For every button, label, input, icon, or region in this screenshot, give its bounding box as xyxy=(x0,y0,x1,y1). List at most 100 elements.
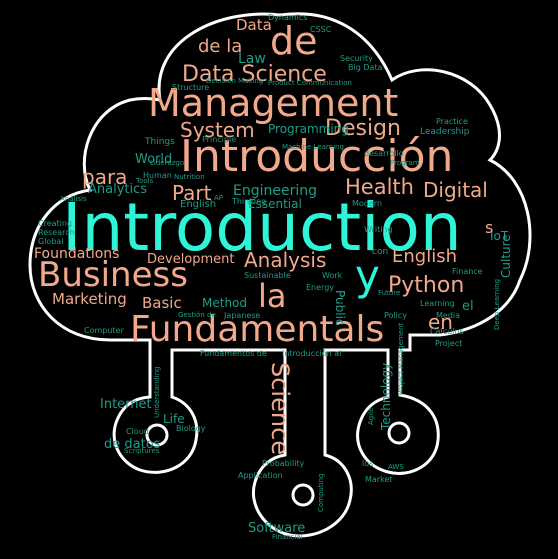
word-future: Future xyxy=(378,289,401,297)
word-deep-learning: Deep Learning xyxy=(493,278,501,330)
word-public: Public xyxy=(333,290,347,326)
word-big-data: Big Data xyxy=(348,63,383,72)
word-understanding: Understanding xyxy=(153,366,161,418)
word-internet: Internet xyxy=(100,397,152,412)
word-software: Software xyxy=(248,521,306,536)
word-introduccion-al: Introducción al xyxy=(282,349,342,358)
word-engineering: Engineering xyxy=(233,183,317,199)
word-health: Health xyxy=(345,175,414,199)
word-finance: Finance xyxy=(452,267,483,276)
word-digital: Digital xyxy=(423,178,488,202)
word-introduccion: Introducción xyxy=(180,131,454,182)
word-biology: Biology xyxy=(176,424,206,433)
word-part: Part xyxy=(172,181,212,205)
drop-hole-center xyxy=(291,483,315,507)
word-global: Global xyxy=(38,237,64,246)
word-python: Python xyxy=(388,273,465,298)
word-en: en xyxy=(428,310,453,334)
word-tools: Tools xyxy=(136,177,154,185)
word-science-vertical: Science xyxy=(266,362,294,456)
word-japanese: Japanese xyxy=(224,311,261,320)
word-writing: Writing xyxy=(364,225,393,234)
word-business: Business xyxy=(38,255,188,295)
word-technology: Technology xyxy=(379,362,393,430)
word-system: System xyxy=(180,118,255,142)
word-development: Development xyxy=(147,252,235,267)
word-nutrition: Nutrition xyxy=(174,173,205,181)
word-law: Law xyxy=(238,51,266,67)
word-method: Method xyxy=(202,296,248,310)
word-market: Market xyxy=(365,475,393,484)
word-product-communication: Product Communication xyxy=(268,79,352,87)
word-probability: Probability xyxy=(262,459,305,468)
word-basic: Basic xyxy=(142,294,182,312)
word-analisis: Análisis xyxy=(60,195,87,203)
word-ap: AP xyxy=(214,194,224,202)
word-policy: Policy xyxy=(384,311,408,320)
word-s: s xyxy=(485,218,494,237)
word-modern: Modern xyxy=(352,199,383,208)
word-fundamentos-de: Fundamentos de xyxy=(200,349,267,358)
word-energy: Energy xyxy=(306,283,335,292)
word-project: Project xyxy=(435,339,463,348)
word-decision-making: Decision Making xyxy=(206,77,264,85)
word-marketing: Marketing xyxy=(52,290,127,308)
word-cssc: CSSC xyxy=(310,25,332,34)
word-english-small: English xyxy=(180,199,217,210)
word-programming: Programming xyxy=(268,122,349,136)
drop-hole-right xyxy=(387,421,411,445)
word-human: Human xyxy=(143,171,172,180)
word-de-datos: de datos xyxy=(104,437,161,452)
word-things: Things xyxy=(145,137,175,147)
word-y: y xyxy=(355,251,380,300)
word-los: los xyxy=(362,459,374,468)
word-financial: Financial xyxy=(272,533,303,541)
word-security: Security xyxy=(340,54,373,63)
word-gestion-de: Gestión de xyxy=(178,311,216,319)
word-con: con xyxy=(372,247,389,257)
word-foundations: Foundations xyxy=(34,246,120,262)
word-media: Media xyxy=(436,311,461,320)
word-design: Design xyxy=(325,116,401,141)
word-cloud: Cloud xyxy=(126,427,149,436)
word-computing: Computing xyxy=(317,473,325,512)
word-liderazgo: Liderazgo xyxy=(150,159,185,167)
word-management: Management xyxy=(148,81,399,125)
word-life: Life xyxy=(163,412,185,426)
word-work: Work xyxy=(322,271,343,280)
word-computer: Computer xyxy=(84,326,124,335)
word-desarrollo: desarrollo xyxy=(364,149,404,158)
word-el: el xyxy=(462,299,474,314)
word-machine-learning: Machine Learning xyxy=(282,143,344,151)
word-principle: Principle xyxy=(202,135,237,144)
word-iot: IoT xyxy=(490,229,509,243)
word-sustainable: Sustainable xyxy=(244,271,291,280)
word-application: Application xyxy=(238,471,283,480)
word-english: English xyxy=(392,246,457,267)
word-data-science: Data Science xyxy=(182,62,327,87)
word-learning: Learning xyxy=(420,299,455,308)
word-structure: Structure xyxy=(172,83,210,92)
word-analysis: Analysis xyxy=(244,248,327,272)
word-data: Data xyxy=(236,16,272,34)
word-fundamentals: Fundamentals xyxy=(130,309,385,350)
word-agile: Agile xyxy=(367,407,375,425)
word-world: World xyxy=(135,152,173,167)
cloud-shape xyxy=(28,12,532,538)
word-program: Program xyxy=(390,159,420,167)
word-creating: Creating xyxy=(38,219,73,228)
word-para: para xyxy=(82,165,128,189)
word-leadership: Leadership xyxy=(420,127,470,137)
word-aws: AWS xyxy=(388,463,404,471)
word-essential: Essential xyxy=(248,197,302,211)
word-research: Research xyxy=(38,228,75,237)
word-de: de xyxy=(270,19,318,63)
word-scriptures: Scriptures xyxy=(124,447,160,455)
word-dynamics: Dynamics xyxy=(268,13,308,22)
drop-hole-left xyxy=(145,423,169,447)
word-la: la xyxy=(258,277,287,315)
word-calculus: Calculus xyxy=(430,327,464,336)
word-practice: Practice xyxy=(436,117,468,126)
